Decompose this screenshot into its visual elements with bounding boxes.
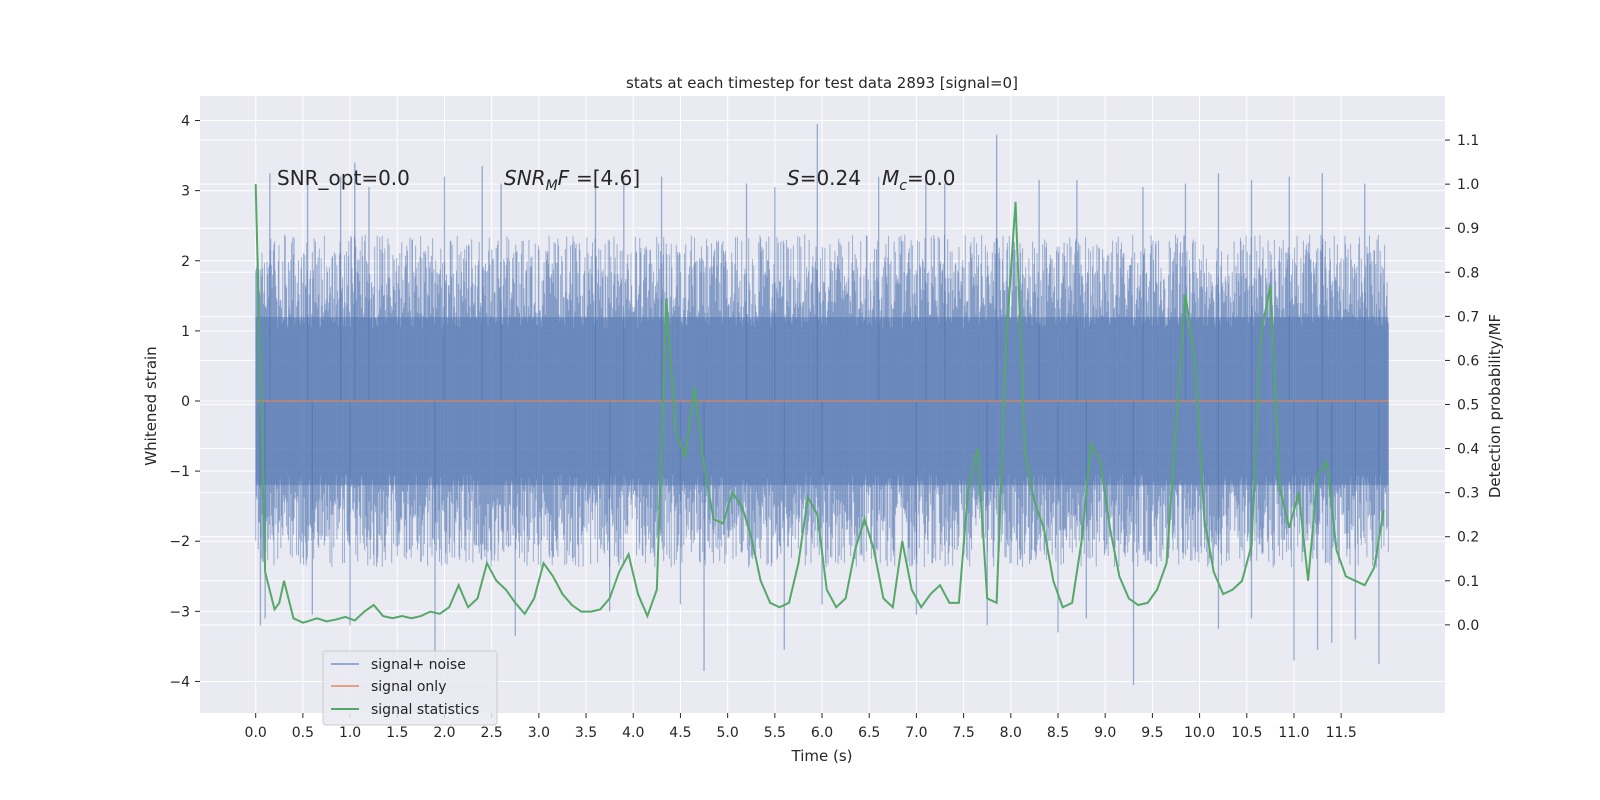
y-left-tick-label: −3 <box>169 604 190 620</box>
y-left-tick-label: 2 <box>181 254 190 270</box>
y-left-tick-label: 0 <box>181 394 190 410</box>
annotation-snr-mf-value: =[4.6] <box>576 166 640 190</box>
y-right-tick-label: 1.0 <box>1457 177 1479 193</box>
x-tick-label: 3.0 <box>528 725 550 741</box>
x-tick-label: 5.0 <box>717 725 739 741</box>
x-tick-label: 5.5 <box>764 725 786 741</box>
legend-label-noise: signal+ noise <box>371 657 466 673</box>
noise-series <box>255 124 1389 685</box>
y-left-tick-label: 3 <box>181 184 190 200</box>
mc-sub: c <box>899 178 907 194</box>
x-tick-label: 1.0 <box>339 725 361 741</box>
legend: signal+ noise signal only signal statist… <box>322 650 498 726</box>
x-tick-label: 8.0 <box>1000 725 1022 741</box>
annotation-snr-mf: SNRMF <box>504 166 570 194</box>
x-tick-label: 2.5 <box>481 725 503 741</box>
annotation-mc: Mc=0.0 <box>882 166 956 194</box>
y-left-tick-label: −4 <box>169 674 190 690</box>
y-right-tick-label: 0.1 <box>1457 574 1479 590</box>
x-tick-label: 11.5 <box>1326 725 1357 741</box>
s-label: S <box>787 166 800 190</box>
legend-label-signal: signal only <box>371 679 446 695</box>
x-tick-label: 7.5 <box>952 725 974 741</box>
x-axis-label: Time (s) <box>791 747 853 765</box>
x-tick-label: 11.0 <box>1278 725 1309 741</box>
y-axis-label-right: Detection probability/MF <box>1486 314 1504 498</box>
x-tick-label: 2.0 <box>433 725 455 741</box>
annotation-s: S=0.24 <box>787 166 861 190</box>
x-tick-label: 10.0 <box>1184 725 1215 741</box>
y-right-tick-label: 0.0 <box>1457 618 1479 634</box>
y-left-tick-label: −2 <box>169 534 190 550</box>
y-right-tick-label: 0.6 <box>1457 353 1479 369</box>
y-left-tick-label: −1 <box>169 464 190 480</box>
y-right-tick-label: 0.2 <box>1457 530 1479 546</box>
annotation-snr-opt: SNR_opt=0.0 <box>277 166 410 190</box>
x-tick-label: 0.5 <box>292 725 314 741</box>
x-tick-label: 3.5 <box>575 725 597 741</box>
x-tick-label: 6.0 <box>811 725 833 741</box>
ticks: 0.0 0.5 1.0 1.5 2.0 2.5 3.0 3.5 4.0 4.5 5.0 5.5 6.0 6… <box>169 114 1479 741</box>
y-right-tick-label: 0.9 <box>1457 221 1479 237</box>
x-tick-label: 4.5 <box>669 725 691 741</box>
y-right-tick-label: 0.4 <box>1457 442 1479 458</box>
x-tick-label: 7.0 <box>905 725 927 741</box>
snr-mf-sub: M <box>546 178 558 194</box>
legend-box <box>322 650 498 726</box>
signal-statistics-line <box>254 184 1385 624</box>
mc-value: =0.0 <box>907 166 956 190</box>
y-right-tick-label: 0.5 <box>1457 398 1479 414</box>
x-tick-label: 9.5 <box>1141 725 1163 741</box>
y-right-tick-label: 1.1 <box>1457 133 1479 149</box>
x-tick-label: 1.5 <box>386 725 408 741</box>
x-tick-label: 0.0 <box>245 725 267 741</box>
legend-label-statistics: signal statistics <box>371 702 479 718</box>
x-tick-label: 10.5 <box>1231 725 1262 741</box>
snr-mf-tail-f: F <box>558 166 570 190</box>
snr-mf-main: SNR <box>504 166 546 190</box>
y-right-tick-label: 0.7 <box>1457 309 1479 325</box>
x-tick-label: 4.0 <box>622 725 644 741</box>
y-left-tick-label: 4 <box>181 114 190 130</box>
y-right-tick-label: 0.8 <box>1457 265 1479 281</box>
y-right-tick-label: 0.3 <box>1457 486 1479 502</box>
y-left-tick-label: 1 <box>181 324 190 340</box>
x-tick-label: 6.5 <box>858 725 880 741</box>
mc-main: M <box>882 166 899 190</box>
x-tick-label: 9.0 <box>1094 725 1116 741</box>
chart-title: stats at each timestep for test data 289… <box>626 74 1018 92</box>
x-tick-label: 8.5 <box>1047 725 1069 741</box>
s-value: =0.24 <box>800 166 861 190</box>
y-axis-label-left: Whitened strain <box>142 346 160 465</box>
